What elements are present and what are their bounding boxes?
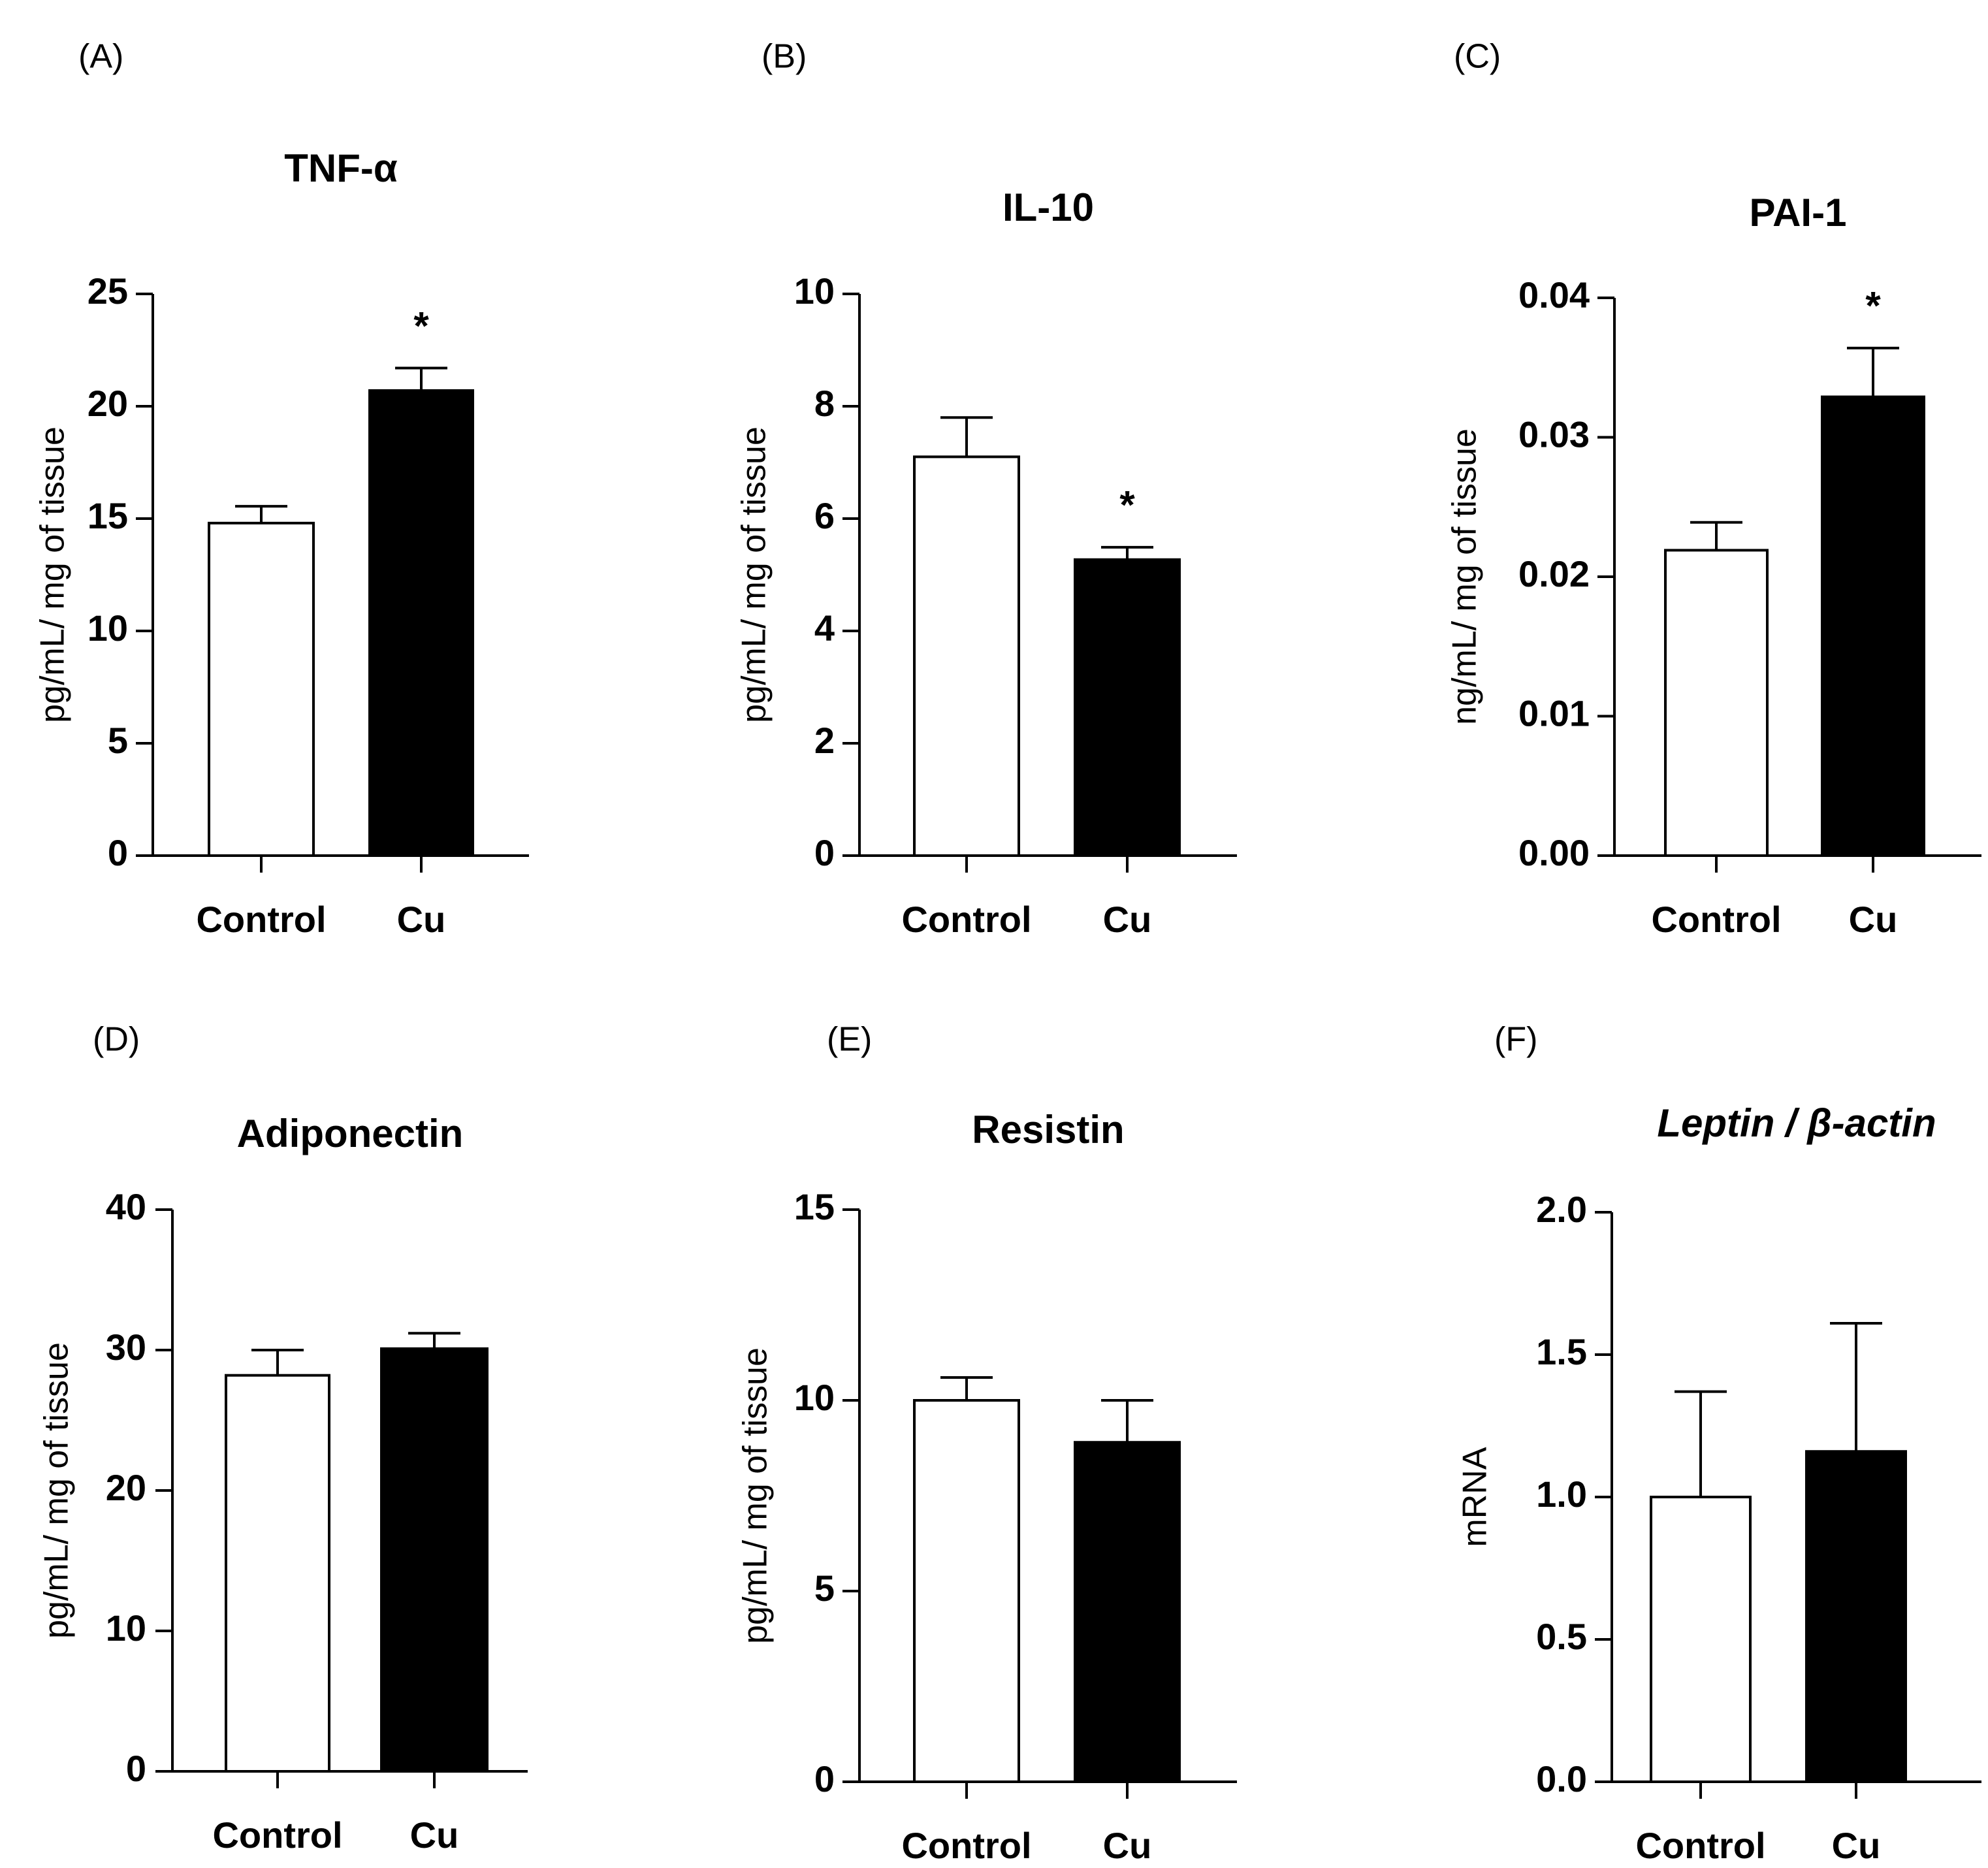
y-tick-label: 20	[88, 383, 128, 424]
y-axis-label: ng/mL/ mg of tissue	[1446, 428, 1484, 725]
category-label: Cu	[410, 1814, 459, 1856]
y-tick-label: 0.5	[1536, 1616, 1587, 1657]
category-label: Control	[1635, 1825, 1765, 1866]
y-tick-label: 10	[106, 1607, 146, 1649]
y-tick-label: 2.0	[1536, 1189, 1587, 1230]
y-tick-label: 5	[108, 720, 128, 761]
y-tick-label: 10	[794, 1377, 835, 1418]
chart-title: Leptin / β-actin	[1657, 1101, 1936, 1145]
y-tick-label: 6	[814, 495, 835, 536]
y-axis-label: pg/mL/ mg of tissue	[34, 427, 72, 723]
y-tick-label: 40	[106, 1186, 146, 1227]
category-label: Cu	[1103, 1825, 1152, 1866]
bar-cu	[380, 1347, 489, 1773]
bar-cu	[368, 389, 474, 857]
y-tick-label: 0.01	[1518, 692, 1590, 733]
bar-cu	[1074, 558, 1181, 858]
category-label: Cu	[1103, 899, 1152, 940]
category-label: Control	[196, 899, 326, 940]
chart-title: TNF-α	[284, 146, 398, 190]
chart-title: PAI-1	[1750, 191, 1847, 234]
bar-control	[913, 1399, 1020, 1783]
y-tick-label: 0	[108, 832, 128, 873]
panel-label: (D)	[93, 1021, 140, 1059]
chart-panel-1: (A) TNF-α pg/mL/ mg of tissue Control * Cu 0 5 1…	[34, 38, 529, 940]
y-axis-label: pg/mL/ mg of tissue	[735, 427, 773, 723]
y-tick-label: 4	[814, 607, 835, 649]
bar-cu	[1821, 395, 1925, 857]
y-tick-label: 5	[814, 1568, 835, 1609]
chart-title: Resistin	[972, 1108, 1124, 1151]
chart-title: Adiponectin	[237, 1112, 464, 1155]
y-tick-label: 15	[794, 1186, 835, 1227]
bar-control	[1650, 1496, 1752, 1783]
y-tick-label: 0	[814, 1758, 835, 1799]
category-label: Control	[901, 899, 1031, 940]
bar-control	[1664, 549, 1769, 857]
chart-panel-6: (F) Leptin / β-actin mRNA Control Cu 0.0 0.5 1.…	[1456, 1021, 1981, 1866]
panel-label: (B)	[762, 38, 807, 76]
y-tick-label: 2	[814, 720, 835, 761]
category-label: Control	[1651, 899, 1781, 940]
y-tick-label: 0.03	[1518, 413, 1590, 455]
category-label: Cu	[1832, 1825, 1881, 1866]
y-axis-label: pg/mL/ mg of tissue	[737, 1347, 775, 1644]
y-tick-label: 0.00	[1518, 832, 1590, 873]
panel-label: (E)	[827, 1021, 872, 1059]
chart-panel-4: (D) Adiponectin pg/mL/ mg of tissue Control…	[38, 1021, 528, 1856]
bar-control	[208, 521, 315, 857]
y-axis-label: mRNA	[1456, 1447, 1494, 1547]
y-tick-label: 1.0	[1536, 1473, 1587, 1515]
significance-marker: *	[1119, 483, 1135, 527]
bar-control	[225, 1374, 330, 1773]
category-label: Cu	[1849, 899, 1898, 940]
y-tick-label: 1.5	[1536, 1331, 1587, 1372]
y-tick-label: 0.0	[1536, 1758, 1587, 1799]
y-tick-label: 10	[88, 607, 128, 649]
y-tick-label: 0.04	[1518, 274, 1590, 315]
category-label: Cu	[397, 899, 446, 940]
significance-marker: *	[413, 304, 429, 347]
y-tick-label: 15	[88, 495, 128, 536]
y-tick-label: 0	[814, 832, 835, 873]
y-tick-label: 10	[794, 270, 835, 312]
chart-panel-5: (E) Resistin pg/mL/ mg of tissue Control Cu 0…	[737, 1021, 1237, 1866]
y-tick-label: 0.02	[1518, 553, 1590, 594]
significance-marker: *	[1865, 284, 1881, 328]
chart-panel-2: (B) IL-10 pg/mL/ mg of tissue Control * Cu 0 2 4…	[735, 38, 1237, 940]
y-tick-label: 30	[106, 1327, 146, 1368]
y-tick-label: 20	[106, 1467, 146, 1508]
y-tick-label: 0	[126, 1748, 146, 1789]
bar-control	[913, 455, 1020, 857]
panel-label: (F)	[1494, 1021, 1537, 1059]
panel-label: (C)	[1454, 38, 1501, 76]
y-tick-label: 25	[88, 270, 128, 312]
chart-panel-3: (C) PAI-1 ng/mL/ mg of tissue Control * Cu 0.0…	[1446, 38, 1981, 940]
y-tick-label: 8	[814, 383, 835, 424]
bar-cu	[1805, 1450, 1907, 1783]
chart-title: IL-10	[1002, 185, 1094, 229]
panel-label: (A)	[78, 38, 123, 76]
category-label: Control	[901, 1825, 1031, 1866]
category-label: Control	[212, 1814, 342, 1856]
y-axis-label: pg/mL/ mg of tissue	[38, 1342, 76, 1639]
bar-cu	[1074, 1441, 1181, 1783]
